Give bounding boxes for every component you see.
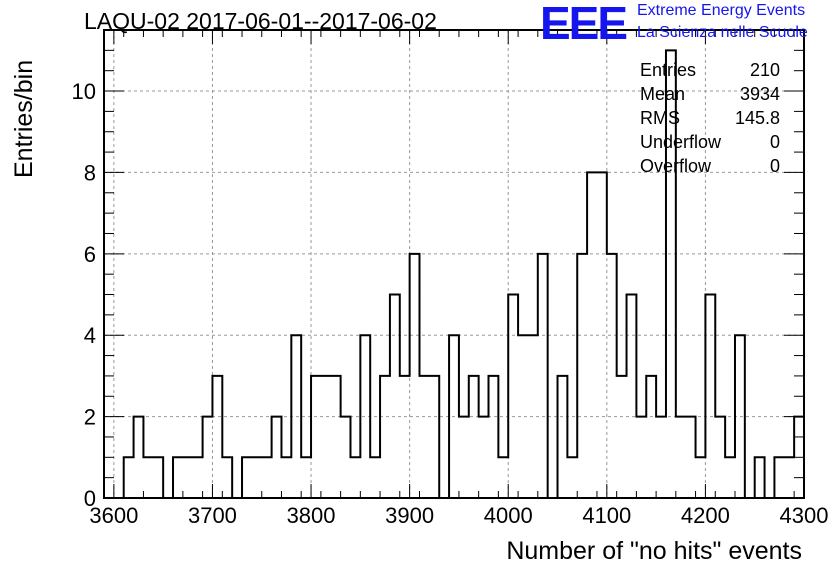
stat-value: 3934 [739, 84, 780, 104]
x-tick-labels: 3600 3700 3800 3900 4000 4100 4200 4300 [89, 503, 828, 528]
logo-line-2: La Scienza nelle Scuole [637, 24, 808, 41]
stat-value: 0 [769, 132, 780, 152]
y-axis-label-wrapper: Entries/bin [8, 60, 38, 180]
y-tick-label: 0 [84, 486, 96, 511]
x-tick-label: 3800 [287, 503, 336, 528]
y-tick-label: 4 [84, 323, 96, 348]
stat-entries: Entries 210 [640, 58, 780, 82]
stat-value: 0 [769, 156, 780, 176]
y-tick-labels: 0 2 4 6 8 10 [72, 79, 96, 511]
stat-value: 145.8 [734, 108, 780, 128]
x-tick-label: 3900 [385, 503, 434, 528]
x-tick-label: 4100 [582, 503, 631, 528]
chart-title: LAQU-02 2017-06-01--2017-06-02 [84, 8, 437, 34]
x-tick-label: 4000 [484, 503, 533, 528]
x-tick-label: 3700 [188, 503, 237, 528]
eee-logo: EEE [540, 0, 628, 49]
y-tick-label: 6 [84, 242, 96, 267]
stat-underflow: Underflow 0 [640, 130, 780, 154]
stat-value: 210 [749, 60, 780, 80]
stat-rms: RMS 145.8 [640, 106, 780, 130]
stat-overflow: Overflow 0 [640, 154, 780, 178]
stat-label: Overflow [640, 156, 712, 176]
x-tick-label: 3600 [89, 503, 138, 528]
plot-frame [103, 29, 805, 499]
stat-label: RMS [640, 108, 680, 128]
x-axis-ticks [103, 30, 805, 498]
y-tick-label: 10 [72, 79, 96, 104]
logo-line-1: Extreme Energy Events [637, 2, 806, 19]
y-axis-ticks [104, 49, 804, 499]
histogram-outline [104, 49, 805, 499]
stats-box: Entries 210 Mean 3934 RMS 145.8 Underflo… [640, 58, 780, 178]
stat-mean: Mean 3934 [640, 82, 780, 106]
grid [104, 30, 805, 498]
x-axis-label: Number of "no hits" events [506, 537, 802, 565]
y-tick-label: 2 [84, 405, 96, 430]
x-tick-label: 4300 [780, 503, 829, 528]
stat-label: Entries [640, 60, 697, 80]
stat-label: Mean [640, 84, 686, 104]
stat-label: Underflow [640, 132, 722, 152]
x-tick-label: 4200 [681, 503, 730, 528]
y-tick-label: 8 [84, 160, 96, 185]
y-axis-label: Entries/bin [10, 59, 38, 178]
